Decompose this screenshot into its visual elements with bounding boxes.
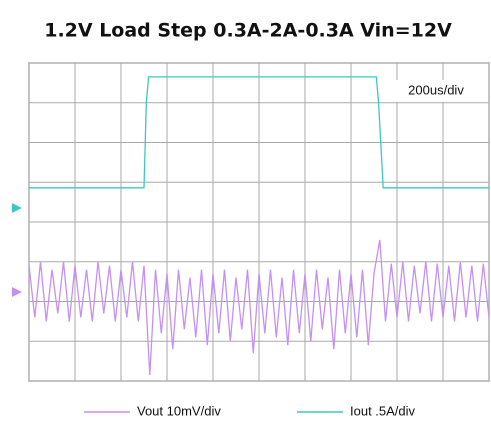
chart-title: 1.2V Load Step 0.3A-2A-0.3A Vin=12V	[44, 20, 452, 42]
channel-marker	[12, 287, 22, 297]
annotation-box	[392, 80, 480, 102]
legend-label: Iout .5A/div	[350, 403, 416, 418]
legend-label: Vout 10mV/div	[137, 403, 221, 418]
series-line	[29, 76, 489, 189]
annotation: 200us/div	[408, 82, 464, 97]
series-line	[28, 239, 490, 376]
channel-marker	[12, 203, 22, 213]
